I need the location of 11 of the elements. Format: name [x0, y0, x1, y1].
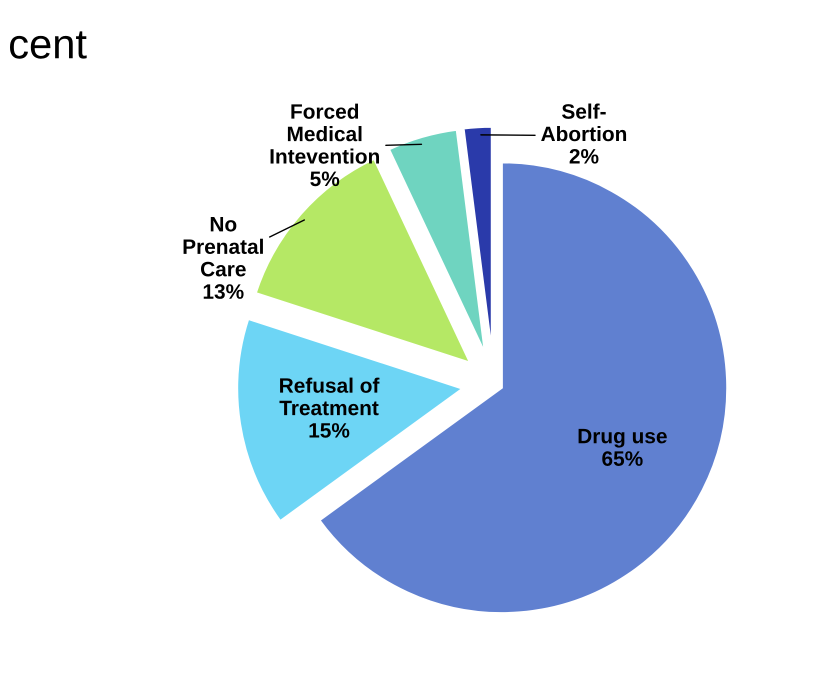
- slice-label: Self- Abortion: [541, 104, 626, 142]
- slice-label: No Prenatal Care: [184, 217, 263, 276]
- data-label: 15%: [310, 423, 350, 438]
- chart-title: cent: [10, 31, 87, 59]
- slice-label: Drug use: [578, 428, 667, 448]
- slice-label: Forced Medical Intevention: [270, 104, 379, 164]
- data-label: 13%: [204, 284, 244, 299]
- data-label: 65%: [602, 451, 643, 466]
- slice-label: Refusal of Treatment: [279, 378, 380, 416]
- data-label: 5%: [310, 171, 340, 186]
- data-label: 2%: [570, 148, 598, 164]
